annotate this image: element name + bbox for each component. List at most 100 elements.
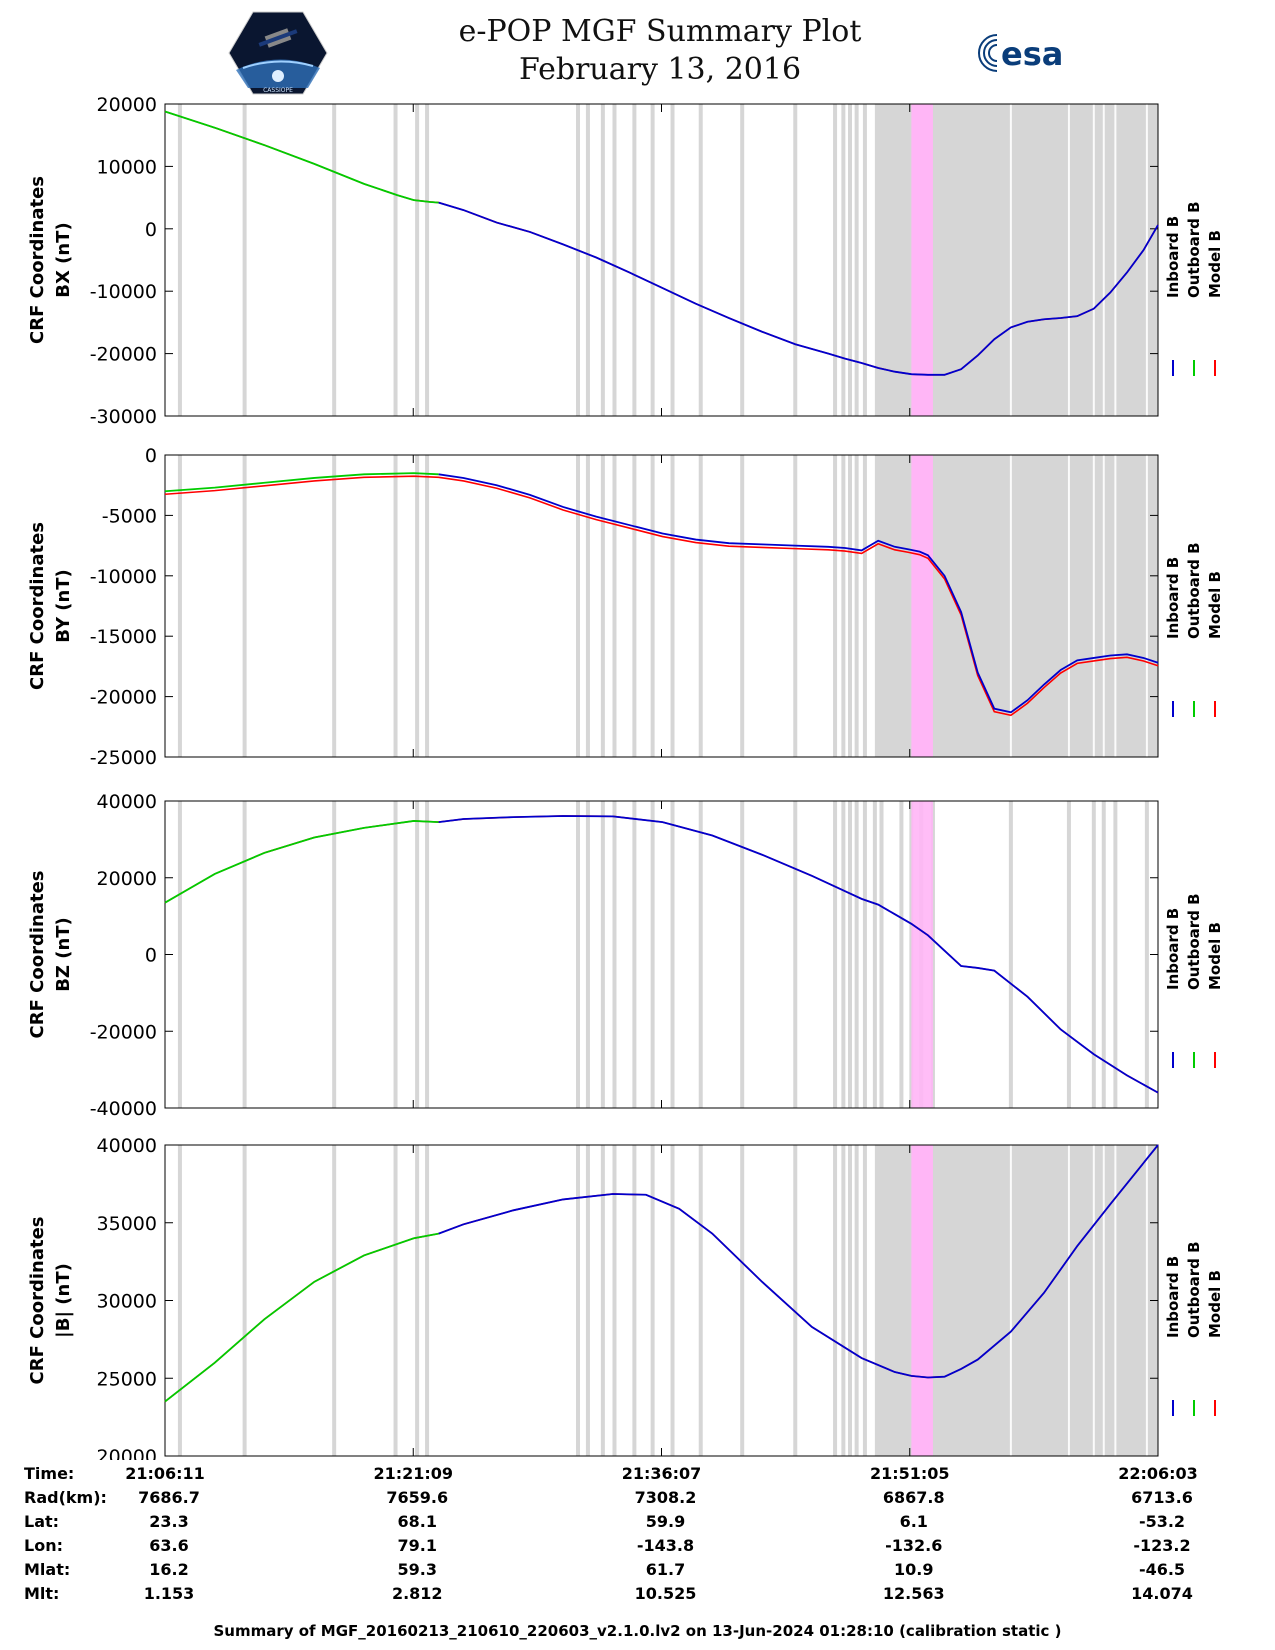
esa-logo-text: esa	[1001, 35, 1063, 73]
legend-label: Outboard B	[1185, 1241, 1203, 1338]
flag-gray-line	[854, 801, 859, 1108]
legend-label: Model B	[1206, 922, 1224, 990]
footer-summary: Summary of MGF_20160213_210610_220603_v2…	[213, 1622, 1062, 1640]
flag-gray-line	[242, 1145, 247, 1456]
flag-gray-line	[1066, 801, 1071, 1108]
info-cell: 21:36:07	[621, 1464, 702, 1483]
info-cell: 16.2	[149, 1560, 189, 1579]
flag-gray-line	[585, 801, 590, 1108]
y-tick-label: -30000	[90, 406, 157, 428]
y-axis-label: CRF Coordinates	[27, 522, 48, 690]
flag-gray-line	[332, 104, 337, 416]
info-cell: 6.1	[899, 1512, 928, 1531]
y-axis-label: BY (nT)	[53, 569, 74, 643]
info-cell: 6713.6	[1131, 1488, 1193, 1507]
series-inboard-b	[438, 473, 1159, 714]
y-tick-label: 0	[145, 945, 157, 967]
header: CASSIOPE e-POP MGF Summary Plot February…	[0, 0, 1275, 100]
y-tick-label: -10000	[90, 566, 157, 588]
flag-gray-line	[575, 1145, 580, 1456]
legend-label: Inboard B	[1164, 908, 1182, 990]
flag-gray-line	[854, 1145, 859, 1456]
info-cell: 23.3	[149, 1512, 189, 1531]
info-cell: 22:06:03	[1118, 1464, 1198, 1483]
flag-gray-line	[425, 801, 430, 1108]
flag-gray-line	[793, 801, 798, 1108]
flag-gray-line	[841, 455, 846, 757]
esa-logo: esa	[978, 30, 1063, 76]
info-cell: 6867.8	[882, 1488, 945, 1507]
flag-block-gap	[1145, 1145, 1148, 1456]
y-tick-label: -20000	[90, 687, 157, 709]
series-inboard-b	[438, 201, 1159, 376]
flag-gray-line	[833, 801, 838, 1108]
flag-gray-line	[600, 455, 605, 757]
flag-block-gap	[1092, 1145, 1095, 1456]
flag-gray-line	[899, 801, 904, 1108]
info-cell: 21:51:05	[869, 1464, 950, 1483]
flag-block-gap	[1102, 455, 1105, 757]
flag-gray-line	[847, 1145, 852, 1456]
flag-block-gap	[1009, 455, 1012, 757]
flag-block-gap	[1145, 455, 1148, 757]
flag-gray-line	[841, 104, 846, 416]
legend-label: Outboard B	[1185, 201, 1203, 298]
flag-gray-line	[575, 104, 580, 416]
flag-block-gap	[1102, 104, 1105, 416]
panel-3: 40000 20000 0 -20000 -40000 CRF Coordinates BZ…	[27, 791, 1224, 1120]
y-tick-label: -5000	[102, 505, 157, 527]
flag-gray-line	[585, 1145, 590, 1456]
flag-gray-line	[862, 1145, 867, 1456]
flag-gray-line	[177, 1145, 182, 1456]
y-tick-label: -15000	[90, 626, 157, 648]
flag-gray-line	[600, 801, 605, 1108]
flag-magenta-block	[911, 104, 933, 416]
flag-gray-line	[740, 1145, 745, 1456]
cassiope-logo-text: CASSIOPE	[263, 87, 293, 94]
flag-gray-line	[575, 801, 580, 1108]
cassiope-logo: CASSIOPE	[228, 11, 328, 95]
flag-gray-line	[415, 1145, 420, 1456]
flag-magenta-block	[911, 801, 933, 1108]
flag-gray-line	[393, 104, 398, 416]
flag-gray-line	[632, 801, 637, 1108]
y-tick-label: 35000	[97, 1213, 157, 1235]
info-cell: 7308.2	[634, 1488, 697, 1507]
legend-label: Inboard B	[1164, 216, 1182, 298]
flag-gray-line	[177, 455, 182, 757]
info-cell: -123.2	[1133, 1536, 1191, 1555]
page-title: e-POP MGF Summary Plot	[458, 14, 862, 49]
flag-gray-line	[854, 104, 859, 416]
flag-block-gap	[1114, 1145, 1117, 1456]
flag-gray-line	[740, 455, 745, 757]
series-inboard-b	[438, 1144, 1159, 1379]
flag-gray-line	[847, 104, 852, 416]
info-row-label: Mlat:	[24, 1560, 71, 1579]
page-subtitle-date: February 13, 2016	[518, 52, 802, 87]
flag-block-gap	[1067, 104, 1070, 416]
flag-gray-line	[177, 801, 182, 1108]
flag-gray-line	[793, 455, 798, 757]
flag-gray-line	[847, 801, 852, 1108]
flag-gray-line	[1144, 801, 1149, 1108]
flag-gray-line	[872, 801, 877, 1108]
flag-gray-line	[650, 104, 655, 416]
info-row-label: Time:	[24, 1464, 75, 1483]
info-cell: -132.6	[885, 1536, 943, 1555]
flag-gray-line	[612, 455, 617, 757]
flag-gray-line	[650, 801, 655, 1108]
series-outboard-b	[164, 1232, 439, 1403]
info-cell: 61.7	[645, 1560, 686, 1579]
flag-gray-line	[612, 104, 617, 416]
flag-gray-line	[862, 801, 867, 1108]
flag-gray-line	[585, 455, 590, 757]
flag-gray-line	[670, 104, 675, 416]
flag-block-gap	[1145, 104, 1148, 416]
flag-gray-line	[1101, 801, 1106, 1108]
flag-gray-line	[632, 1145, 637, 1456]
y-axis-label: BX (nT)	[53, 222, 74, 297]
flag-gray-line	[585, 104, 590, 416]
info-cell: -143.8	[636, 1536, 695, 1555]
flag-gray-line	[332, 455, 337, 757]
flag-gray-line	[242, 455, 247, 757]
